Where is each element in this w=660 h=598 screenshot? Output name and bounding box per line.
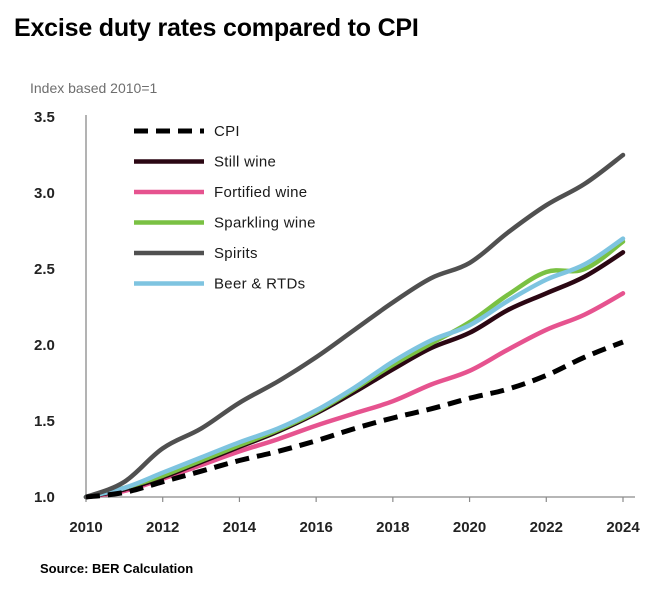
y-tick-label: 1.0 [34, 489, 55, 506]
x-tick-label: 2012 [146, 519, 179, 536]
x-tick-label: 2024 [606, 519, 640, 536]
y-tick-label: 3.5 [34, 109, 55, 126]
chart-title: Excise duty rates compared to CPI [14, 14, 419, 42]
x-tick-label: 2014 [223, 519, 257, 536]
y-axis-title: Index based 2010=1 [30, 80, 157, 96]
series-line-spirits [83, 152, 626, 500]
legend-label: Sparkling wine [214, 215, 316, 232]
x-tick-label: 2018 [376, 519, 409, 536]
x-tick-label: 2010 [69, 519, 102, 536]
source-note: Source: BER Calculation [40, 561, 194, 576]
y-tick-label: 1.5 [34, 413, 55, 430]
series-line-beer-rtds [83, 236, 626, 500]
legend-label: Fortified wine [214, 184, 307, 201]
y-tick-label: 2.5 [34, 261, 55, 278]
legend-label: CPI [214, 123, 240, 140]
legend: CPI Still wine Fortified wine Sparkling win… [134, 123, 316, 293]
legend-label: Spirits [214, 245, 258, 262]
series-line-cpi [85, 339, 624, 500]
series-line-fortified-wine [83, 291, 626, 500]
legend-label: Still wine [214, 154, 276, 171]
x-tick-label: 2022 [530, 519, 563, 536]
legend-label: Beer & RTDs [214, 276, 305, 293]
y-tick-label: 3.0 [34, 185, 55, 202]
x-tick-label: 2016 [299, 519, 332, 536]
x-tick-label: 2020 [453, 519, 486, 536]
axes: 1.0 1.5 2.0 2.5 3.0 3.5 2010 2012 2014 2016 2018 20… [34, 109, 640, 536]
y-tick-label: 2.0 [34, 337, 55, 354]
series-lines [83, 152, 626, 500]
